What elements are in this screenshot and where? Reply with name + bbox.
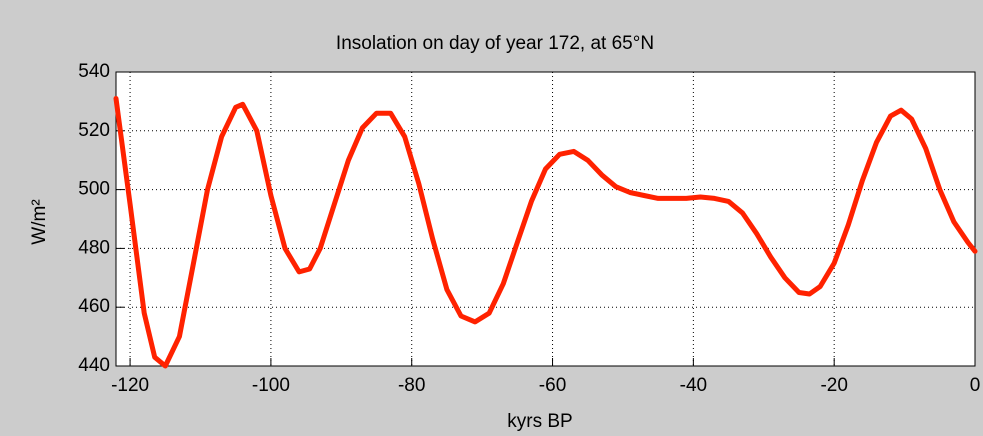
data-line — [113, 96, 978, 369]
y-tick-label: 540 — [78, 61, 110, 82]
x-tick-label: 0 — [970, 375, 981, 396]
chart-title: Insolation on day of year 172, at 65°N — [336, 33, 654, 54]
x-tick-label: -100 — [252, 375, 290, 396]
y-tick-label: 440 — [78, 355, 110, 376]
x-tick-label: -20 — [820, 375, 847, 396]
x-tick-label: -40 — [680, 375, 707, 396]
y-tick-label: 520 — [78, 120, 110, 141]
x-tick-label: -120 — [111, 375, 149, 396]
y-axis-label: W/m² — [29, 199, 50, 244]
plot-area — [115, 71, 976, 367]
y-tick-label: 480 — [78, 237, 110, 258]
x-axis-label: kyrs BP — [507, 411, 572, 432]
x-tick-label: -60 — [539, 375, 566, 396]
y-tick-label: 500 — [78, 179, 110, 200]
x-tick-label: -80 — [398, 375, 425, 396]
y-tick-label: 460 — [78, 296, 110, 317]
